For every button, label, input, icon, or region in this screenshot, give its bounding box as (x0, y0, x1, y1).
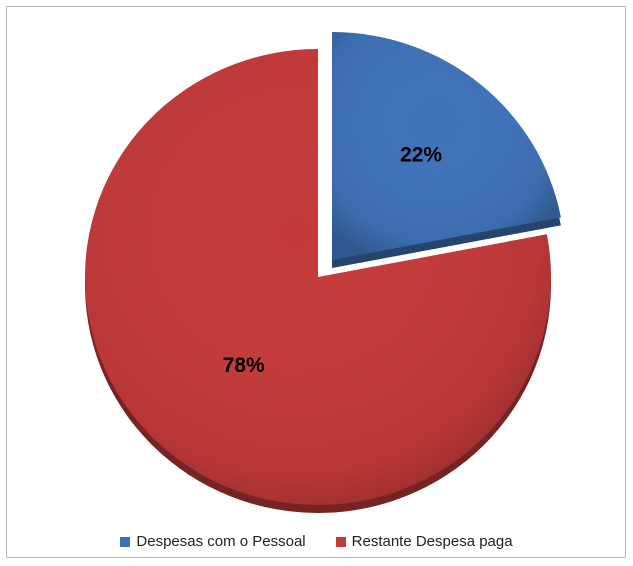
legend-label: Despesas com o Pessoal (136, 533, 306, 550)
pie-slice-shading (84, 49, 551, 505)
legend-swatch (120, 536, 131, 547)
legend: Despesas com o Pessoal Restante Despesa p… (0, 533, 633, 550)
legend-label: Restante Despesa paga (351, 533, 513, 550)
legend-swatch (335, 536, 346, 547)
pie-slice-shading (332, 32, 561, 261)
legend-item-restante-despesa-paga: Restante Despesa paga (335, 533, 513, 550)
data-label-restante-despesa-paga: 78% (223, 354, 265, 377)
data-label-despesas-com-o-pessoal: 22% (400, 144, 442, 167)
legend-item-despesas-com-o-pessoal: Despesas com o Pessoal (120, 533, 306, 550)
